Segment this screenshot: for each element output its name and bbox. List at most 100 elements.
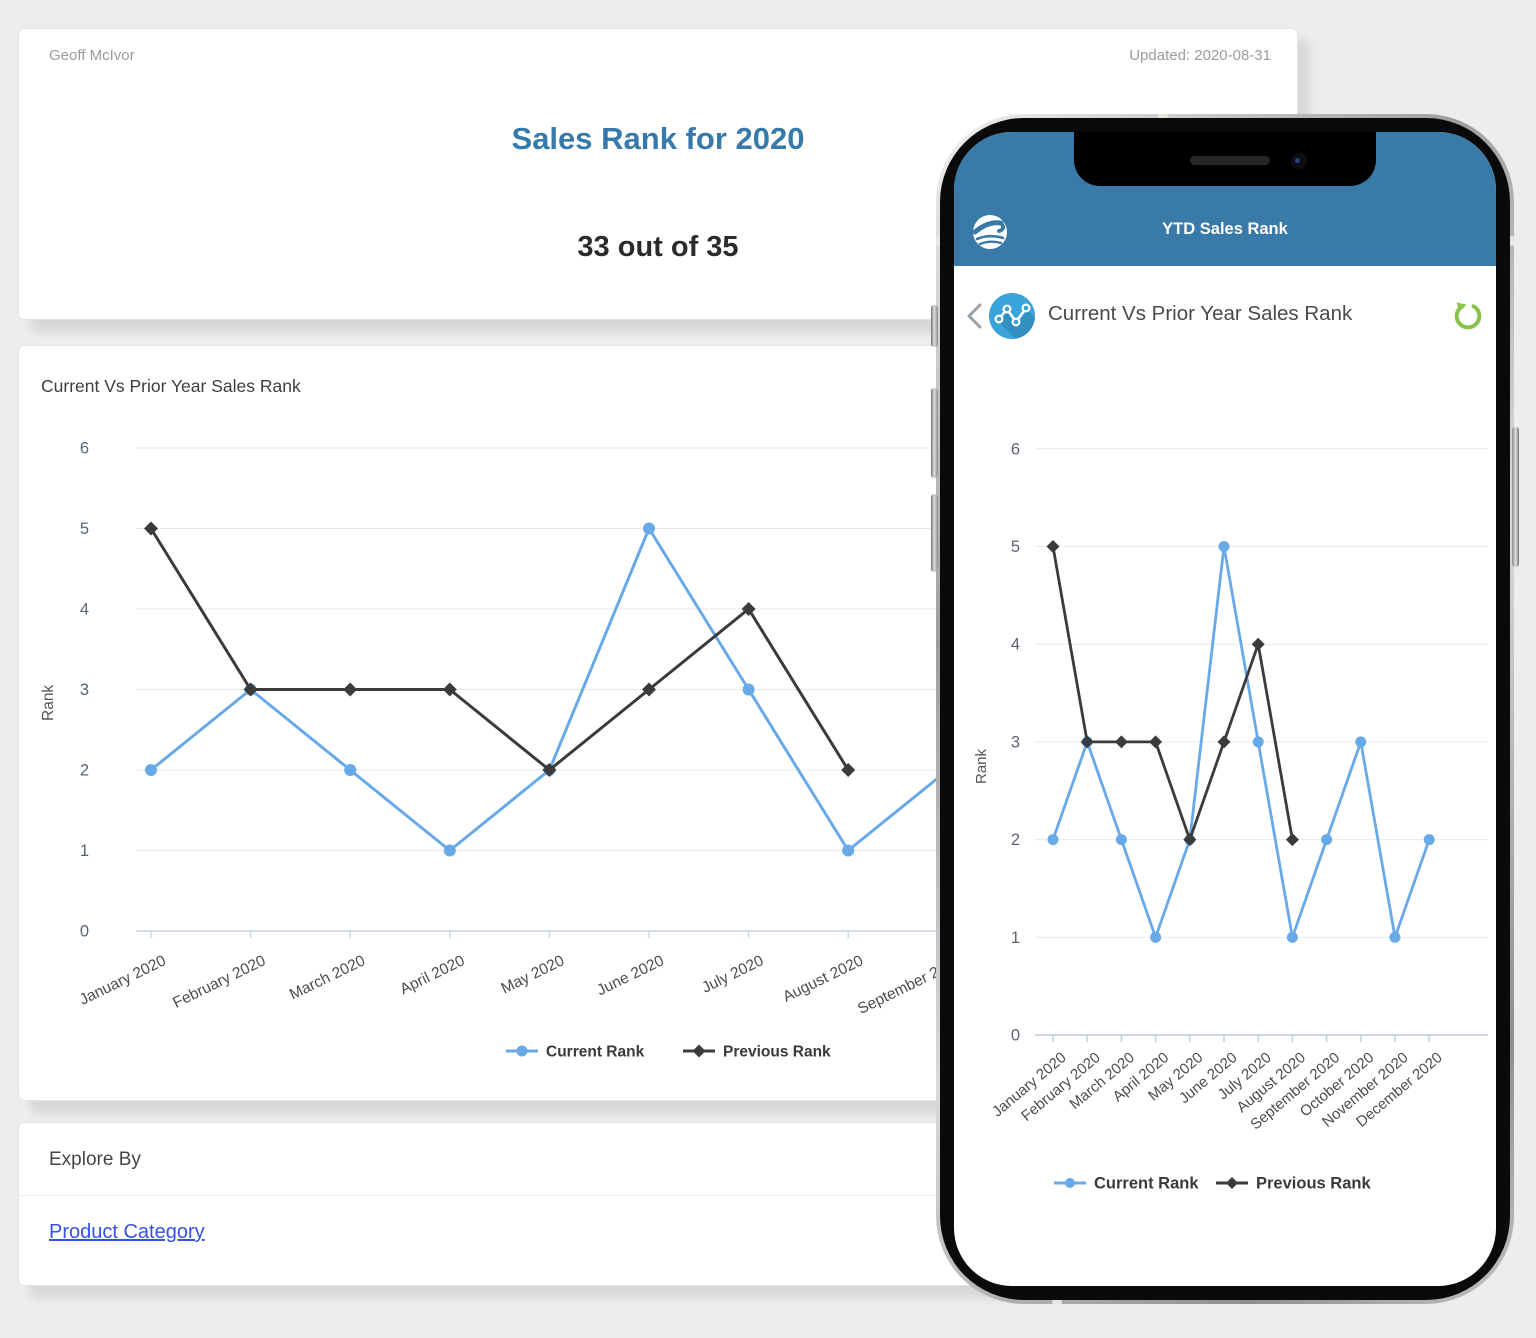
y-axis-title: Rank [973, 748, 990, 784]
x-tick-label: February 2020 [170, 952, 268, 1012]
antenna-line [936, 236, 940, 246]
data-point-dot [1065, 1178, 1075, 1188]
y-tick-label: 1 [1011, 929, 1020, 947]
y-tick-label: 6 [80, 440, 89, 458]
x-tick-label: July 2020 [699, 952, 766, 997]
data-point-diamond [1183, 833, 1197, 847]
legend-label: Current Rank [1094, 1175, 1199, 1193]
y-tick-label: 3 [80, 681, 89, 699]
speaker [1190, 156, 1270, 165]
data-point-dot [1389, 931, 1401, 943]
camera [1291, 153, 1307, 169]
notch [1074, 132, 1376, 186]
phone-mute-switch [931, 305, 938, 347]
app-title: YTD Sales Rank [1162, 220, 1288, 238]
y-tick-label: 0 [1011, 1027, 1020, 1045]
data-point-dot [842, 844, 855, 857]
data-point-diamond [442, 682, 457, 697]
data-point-dot [1286, 931, 1298, 943]
x-tick-label: March 2020 [287, 952, 368, 1003]
view-title: Current Vs Prior Year Sales Rank [1048, 302, 1353, 325]
data-point-diamond [1114, 735, 1128, 749]
data-point-dot [1218, 541, 1230, 552]
y-tick-label: 2 [80, 762, 89, 780]
previous-rank-line [1051, 546, 1294, 841]
page-title: Sales Rank for 2020 [511, 121, 805, 156]
data-point-diamond [1217, 735, 1231, 749]
refresh-icon[interactable] [1452, 300, 1484, 332]
data-point-diamond [841, 763, 856, 777]
y-tick-label: 6 [1011, 440, 1020, 458]
phone-power-button [1512, 427, 1519, 567]
legend-item[interactable]: Previous Rank [683, 1044, 831, 1061]
data-point-diamond [343, 682, 358, 697]
data-point-diamond [1285, 833, 1299, 847]
x-tick-label: June 2020 [594, 952, 667, 999]
y-axis-title: Rank [40, 685, 57, 721]
x-tick-label: August 2020 [780, 952, 866, 1006]
product-category-link[interactable]: Product Category [49, 1221, 205, 1243]
data-point-diamond [1149, 735, 1163, 749]
data-point-dot [145, 764, 157, 776]
y-tick-label: 1 [80, 842, 89, 860]
y-tick-label: 3 [1011, 733, 1020, 751]
legend-label: Previous Rank [1256, 1175, 1371, 1193]
y-tick-label: 4 [1011, 636, 1020, 654]
data-point-dot [344, 764, 357, 776]
data-point-dot [1252, 736, 1264, 748]
legend-item[interactable]: Current Rank [1054, 1175, 1199, 1193]
data-point-dot [1047, 834, 1059, 846]
y-tick-label: 5 [1011, 538, 1020, 556]
explore-heading: Explore By [49, 1149, 141, 1170]
y-tick-label: 0 [80, 923, 89, 941]
line-chart-icon [989, 293, 1035, 339]
data-point-dot [1423, 834, 1435, 846]
phone-screen: YTD Sales Rank Current [954, 132, 1496, 1286]
data-point-diamond [692, 1044, 706, 1058]
back-chevron-icon[interactable] [964, 300, 986, 332]
phone-volume-down-button [931, 494, 938, 572]
antenna-line [1510, 236, 1514, 246]
y-tick-label: 5 [80, 520, 89, 538]
data-point-dot [643, 522, 655, 535]
data-point-diamond [741, 602, 756, 616]
legend-label: Current Rank [546, 1044, 645, 1061]
divider [19, 1195, 1297, 1196]
data-point-diamond [1080, 735, 1094, 749]
legend-label: Previous Rank [723, 1044, 831, 1061]
antenna-line [1158, 114, 1168, 118]
phone-frame: YTD Sales Rank Current [940, 118, 1510, 1300]
x-tick-label: May 2020 [499, 952, 568, 997]
phone-mockup: YTD Sales Rank Current [931, 114, 1519, 1304]
author-name: Geoff McIvor [49, 47, 135, 64]
data-point-dot [1355, 736, 1367, 748]
data-point-dot [1150, 931, 1162, 943]
data-point-diamond [542, 763, 557, 777]
data-point-diamond [1251, 637, 1265, 651]
y-tick-label: 2 [1011, 831, 1020, 849]
x-tick-label: January 2020 [77, 952, 169, 1009]
data-point-dot [742, 683, 755, 696]
data-point-dot [516, 1045, 528, 1057]
data-point-diamond [1226, 1177, 1238, 1189]
antenna-line [1052, 1300, 1062, 1304]
data-point-dot [1321, 834, 1333, 846]
updated-timestamp: Updated: 2020-08-31 [1129, 47, 1271, 64]
data-point-diamond [144, 521, 158, 536]
data-point-dot [443, 844, 456, 857]
legend-item[interactable]: Previous Rank [1216, 1175, 1371, 1193]
chart-title: Current Vs Prior Year Sales Rank [41, 376, 301, 396]
legend-item[interactable]: Current Rank [506, 1044, 645, 1061]
y-tick-label: 4 [80, 601, 89, 619]
app-logo-icon [973, 215, 1007, 249]
data-point-diamond [1046, 540, 1060, 553]
phone-volume-up-button [931, 388, 938, 478]
data-point-diamond [642, 682, 656, 697]
data-point-dot [1115, 834, 1127, 846]
x-tick-label: April 2020 [397, 952, 468, 998]
sales-rank-value: 33 out of 35 [577, 231, 739, 263]
previous-rank-line [149, 527, 850, 772]
data-point-diamond [243, 682, 258, 697]
current-rank-line [1051, 545, 1431, 939]
